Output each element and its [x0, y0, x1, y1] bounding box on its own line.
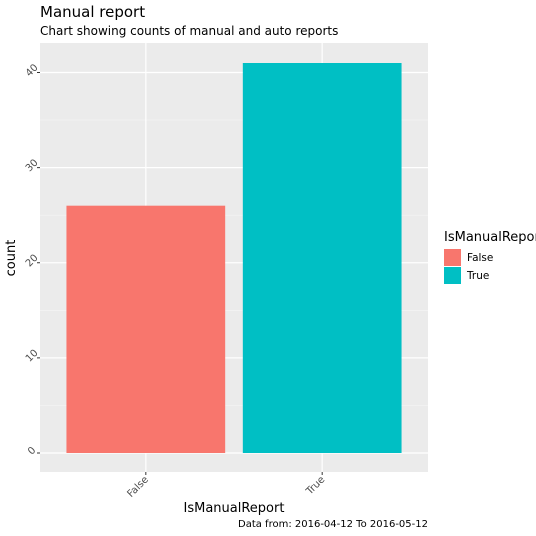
chart-subtitle: Chart showing counts of manual and auto …: [40, 24, 338, 38]
y-tick-label: 40: [24, 62, 41, 79]
x-axis-title: IsManualReport: [184, 501, 285, 516]
legend-label: True: [466, 270, 489, 282]
y-tick-label: 10: [24, 348, 41, 365]
y-axis-title: count: [4, 240, 19, 277]
y-tick-label: 20: [24, 253, 41, 270]
x-axis: False True: [125, 472, 327, 500]
chart-caption: Data from: 2016-04-12 To 2016-05-12: [238, 519, 428, 530]
y-axis: 0 10 20 30 40: [24, 62, 41, 457]
chart-title: Manual report: [40, 3, 145, 21]
x-tick-label: True: [304, 474, 328, 498]
bar-true: [242, 63, 402, 453]
bar-false: [66, 205, 226, 453]
legend: IsManualReport False True: [444, 230, 536, 284]
y-tick-label: 30: [24, 157, 41, 174]
legend-key-true: [444, 267, 461, 284]
legend-key-false: [444, 249, 461, 266]
legend-title: IsManualReport: [444, 230, 536, 245]
x-tick-label: False: [125, 474, 151, 500]
y-tick-label: 0: [26, 445, 38, 457]
bars: [66, 63, 402, 453]
legend-label: False: [467, 252, 493, 264]
